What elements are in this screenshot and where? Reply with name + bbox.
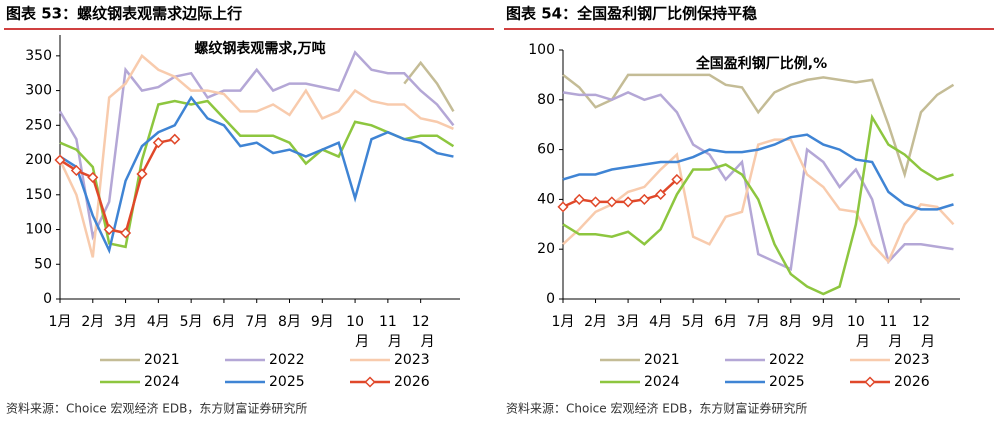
y-tick-label: 40 <box>537 191 555 207</box>
point-marker <box>606 196 618 208</box>
x-tick-part: 12 <box>912 314 930 330</box>
chart-title: 螺纹钢表观需求,万吨 <box>194 40 325 57</box>
x-tick-label: 11 月 <box>379 314 402 350</box>
point-marker <box>622 196 634 208</box>
x-tick-label: 4月 <box>147 314 170 330</box>
x-tick-label: 8月 <box>779 314 802 330</box>
x-tick-part: 11 <box>879 314 897 330</box>
y-tick-label: 80 <box>537 92 555 108</box>
x-tick-label: 2月 <box>81 314 104 330</box>
point-marker <box>573 193 585 205</box>
series-line <box>562 133 954 211</box>
x-tick-label: 9月 <box>812 314 835 330</box>
y-tick-label: 60 <box>537 142 555 158</box>
source-note: 资料来源：Choice 宏观经济 EDB，东方财富证券研究所 <box>6 401 307 416</box>
series-line <box>562 138 955 264</box>
x-tick-label: 7月 <box>245 314 268 330</box>
x-tick-part: 月 <box>421 334 435 350</box>
x-tick-label: 4月 <box>649 314 672 330</box>
x-tick-label: 10 月 <box>346 314 369 350</box>
panel-heading: 图表 53：螺纹钢表观需求边际上行 <box>6 5 242 23</box>
legend-marker <box>864 376 876 388</box>
y-tick-label: 50 <box>34 256 52 272</box>
x-tick-label: 10 月 <box>847 314 870 350</box>
point-marker <box>70 164 82 177</box>
y-tick-label: 100 <box>528 42 555 58</box>
source-note: 资料来源：Choice 宏观经济 EDB，东方财富证券研究所 <box>506 401 807 416</box>
series-line <box>403 60 455 113</box>
x-tick-part: 月 <box>921 334 935 350</box>
x-tick-part: 月 <box>388 334 402 350</box>
point-marker <box>103 223 115 236</box>
x-tick-label: 3月 <box>617 314 640 330</box>
point-marker <box>120 227 132 239</box>
point-marker <box>169 133 181 145</box>
legend-label: 2023 <box>394 352 430 368</box>
series-line <box>58 50 455 241</box>
x-tick-label: 1月 <box>552 314 575 330</box>
panel-heading: 图表 54：全国盈利钢厂比例保持平稳 <box>506 5 757 23</box>
series-line <box>58 53 454 258</box>
legend-label: 2022 <box>269 352 305 368</box>
series-line <box>562 90 954 271</box>
point-marker <box>87 171 99 183</box>
x-tick-label: 6月 <box>714 314 737 330</box>
y-tick-label: 0 <box>546 291 555 307</box>
x-tick-label: 2月 <box>584 314 607 330</box>
y-tick-label: 200 <box>25 152 52 168</box>
x-tick-label: 12 月 <box>412 314 435 350</box>
x-tick-label: 11 月 <box>879 314 902 350</box>
y-tick-label: 20 <box>537 241 555 257</box>
point-marker <box>589 196 602 208</box>
x-tick-part: 月 <box>355 334 369 350</box>
point-marker <box>557 201 569 213</box>
x-tick-label: 7月 <box>747 314 770 330</box>
x-tick-label: 9月 <box>311 314 334 330</box>
x-tick-label: 3月 <box>114 314 137 330</box>
y-tick-label: 300 <box>25 83 52 99</box>
y-tick-label: 100 <box>25 222 52 238</box>
point-marker <box>655 188 667 200</box>
legend-label: 2025 <box>269 374 305 390</box>
point-marker <box>638 193 650 205</box>
legend-label: 2023 <box>894 352 930 368</box>
series-line <box>562 113 954 296</box>
y-tick-label: 0 <box>43 291 52 307</box>
legend-marker <box>364 376 376 388</box>
legend-label: 2024 <box>644 374 680 390</box>
x-tick-part: 10 <box>847 314 865 330</box>
y-tick-label: 350 <box>25 48 52 64</box>
x-tick-part: 12 <box>412 314 430 330</box>
point-marker <box>54 154 66 166</box>
legend-label: 2025 <box>769 374 805 390</box>
x-tick-label: 5月 <box>180 314 203 330</box>
x-tick-label: 8月 <box>278 314 301 330</box>
chart-title: 全国盈利钢厂比例,% <box>695 55 827 72</box>
series-line <box>562 73 955 179</box>
point-marker <box>671 173 683 186</box>
legend-label: 2021 <box>144 352 180 368</box>
x-tick-label: 1月 <box>49 314 72 330</box>
y-tick-label: 250 <box>25 117 52 133</box>
x-tick-part: 11 <box>379 314 397 330</box>
x-tick-part: 月 <box>888 334 902 350</box>
point-marker <box>152 137 164 149</box>
series-line <box>59 95 454 255</box>
legend-label: 2024 <box>144 374 180 390</box>
legend-label: 2022 <box>769 352 805 368</box>
y-tick-label: 150 <box>25 187 52 203</box>
point-marker <box>136 168 148 180</box>
x-tick-label: 5月 <box>682 314 705 330</box>
legend-label: 2026 <box>394 374 430 390</box>
x-tick-part: 10 <box>346 314 364 330</box>
legend-label: 2021 <box>644 352 680 368</box>
legend-label: 2026 <box>894 374 930 390</box>
x-tick-part: 月 <box>856 334 870 350</box>
x-tick-label: 6月 <box>212 314 235 330</box>
x-tick-label: 12 月 <box>912 314 935 350</box>
